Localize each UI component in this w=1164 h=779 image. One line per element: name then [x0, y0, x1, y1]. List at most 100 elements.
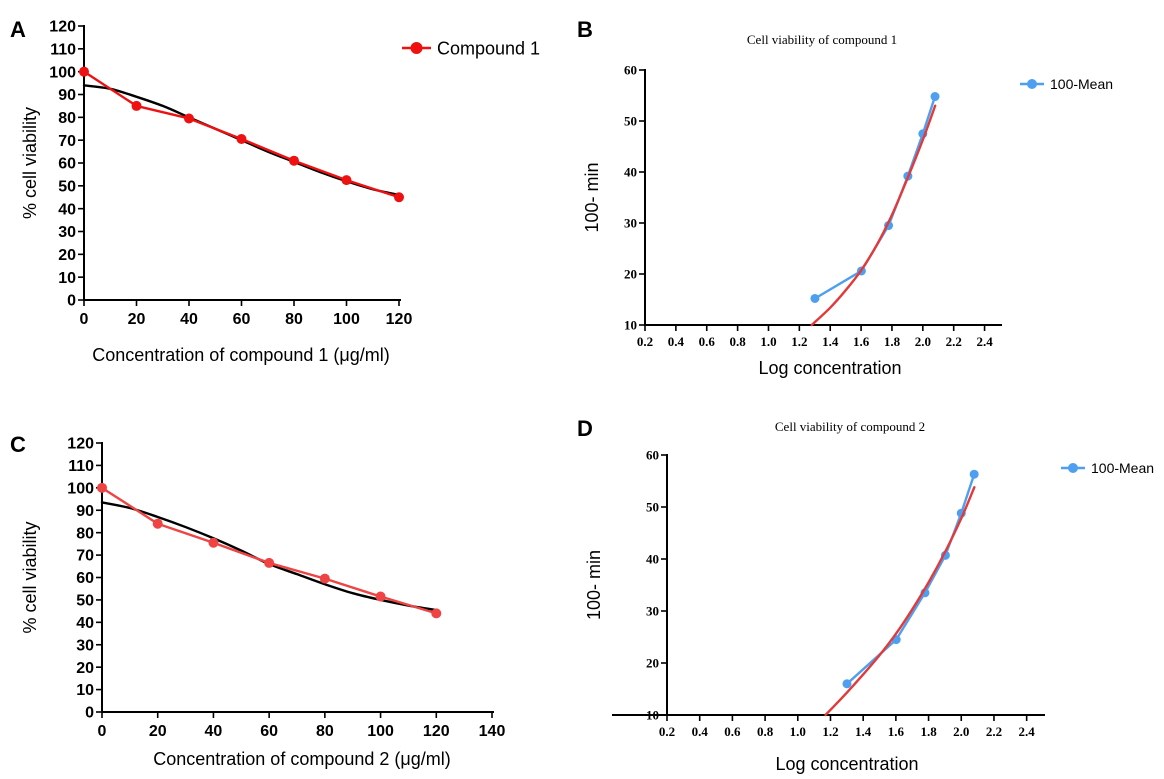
panel-letter: C: [10, 432, 26, 457]
x-tick-label: 1.6: [888, 724, 905, 739]
legend-entry-label: 100-Mean: [1050, 76, 1113, 92]
x-tick-label: 60: [260, 723, 278, 740]
y-tick-label: 20: [76, 660, 94, 677]
x-tick-label: 0.2: [637, 334, 653, 349]
x-tick-label: 0: [98, 723, 107, 740]
y-tick-label: 90: [58, 87, 76, 104]
x-tick-label: 1.4: [855, 724, 872, 739]
y-tick-label: 40: [58, 201, 76, 218]
data-point: [969, 469, 979, 479]
chart-panel-c: C 0 10 20 30 40 50 60 70 80 90 100 110 120 0 20 40 60 80 10…: [10, 432, 505, 769]
x-tick-label: 0.6: [699, 334, 716, 349]
data-point: [319, 573, 330, 584]
data-line-series-0: [814, 96, 937, 300]
y-tick-label: 40: [646, 552, 659, 567]
data-point: [131, 100, 142, 111]
data-line-series-0: [846, 473, 976, 685]
data-point: [208, 537, 219, 548]
fit-curve-series-1: [810, 104, 937, 327]
x-tick-label: 1.4: [822, 334, 839, 349]
legend: 100-Mean: [1020, 76, 1113, 92]
panel-letter: A: [10, 17, 26, 42]
x-tick-label: 0.4: [692, 724, 709, 739]
legend-swatch-marker: [1027, 79, 1037, 89]
x-tick-label: 1.8: [920, 724, 937, 739]
y-tick-label: 50: [76, 593, 94, 610]
data-point: [810, 293, 820, 303]
y-tick-label: 40: [76, 615, 94, 632]
x-axis-label: Concentration of compound 2 (μg/ml): [153, 749, 451, 769]
x-tick-label: 2.2: [946, 334, 962, 349]
x-tick-label: 2.0: [915, 334, 931, 349]
data-point: [289, 155, 299, 166]
x-tick-label: 100: [367, 723, 394, 740]
data-point: [842, 679, 852, 689]
y-tick-label: 60: [76, 570, 94, 587]
legend-entry-label: 100-Mean: [1091, 460, 1154, 476]
x-axis-label: Concentration of compound 1 (μg/ml): [92, 345, 390, 365]
x-tick-label: 0.8: [729, 334, 746, 349]
x-tick-label: 1.2: [822, 724, 838, 739]
data-point: [930, 92, 940, 102]
x-tick-label: 60: [233, 311, 251, 328]
y-tick-label: 10: [76, 682, 94, 699]
data-point: [184, 113, 194, 124]
y-tick-label: 70: [76, 548, 94, 565]
y-tick-label: 20: [624, 267, 637, 282]
data-point: [431, 608, 442, 619]
y-tick-label: 80: [76, 525, 94, 542]
x-tick-label: 80: [285, 311, 303, 328]
data-point: [236, 134, 247, 145]
x-tick-label: 80: [316, 723, 334, 740]
legend-entry-label: Compound 1: [437, 38, 540, 58]
x-tick-label: 1.2: [791, 334, 807, 349]
y-tick-label: 60: [624, 63, 637, 78]
y-tick-label: 50: [624, 114, 637, 129]
y-tick-label: 90: [76, 503, 94, 520]
y-tick-label: 110: [68, 458, 94, 475]
x-tick-label: 140: [479, 723, 506, 740]
data-line-series-0: [101, 486, 437, 615]
y-tick-label: 20: [58, 247, 76, 264]
x-tick-label: 40: [205, 723, 223, 740]
data-point: [341, 175, 352, 186]
y-tick-label: 70: [58, 133, 76, 150]
y-tick-label: 30: [76, 637, 94, 654]
fit-curve-series-1: [824, 486, 976, 717]
y-tick-label: 30: [646, 604, 659, 619]
y-tick-label: 60: [58, 156, 76, 173]
chart-panel-b: B Cell viability of compound 1 10 20 30 40 50 6…: [577, 17, 1113, 378]
chart-title: Cell viability of compound 1: [747, 32, 897, 47]
x-tick-label: 20: [128, 311, 146, 328]
x-tick-label: 2.0: [953, 724, 969, 739]
legend: 100-Mean: [1061, 460, 1154, 476]
x-tick-label: 2.2: [986, 724, 1002, 739]
x-tick-label: 120: [423, 723, 450, 740]
data-point: [375, 591, 386, 602]
y-tick-label: 80: [58, 110, 76, 127]
chart-title: Cell viability of compound 2: [775, 419, 925, 434]
x-tick-label: 0.2: [659, 724, 675, 739]
x-tick-label: 120: [386, 311, 413, 328]
x-tick-label: 0.6: [724, 724, 741, 739]
x-axis-label: Log concentration: [758, 358, 901, 378]
x-tick-label: 1.0: [790, 724, 806, 739]
y-axis-label: 100- min: [584, 550, 604, 620]
data-point: [97, 482, 107, 493]
legend-swatch-marker: [1068, 463, 1078, 473]
y-tick-label: 30: [624, 216, 637, 231]
data-point: [264, 557, 275, 568]
x-axis-label: Log concentration: [775, 754, 918, 774]
x-tick-label: 1.6: [853, 334, 870, 349]
y-tick-label: 0: [85, 705, 94, 722]
legend: Compound 1: [402, 38, 540, 58]
y-tick-label: 30: [58, 224, 76, 241]
y-tick-label: 100: [67, 480, 94, 497]
x-tick-label: 0: [80, 311, 89, 328]
y-tick-label: 120: [67, 436, 94, 453]
data-point: [152, 518, 163, 529]
y-tick-label: 120: [49, 19, 76, 36]
y-tick-label: 40: [624, 165, 637, 180]
